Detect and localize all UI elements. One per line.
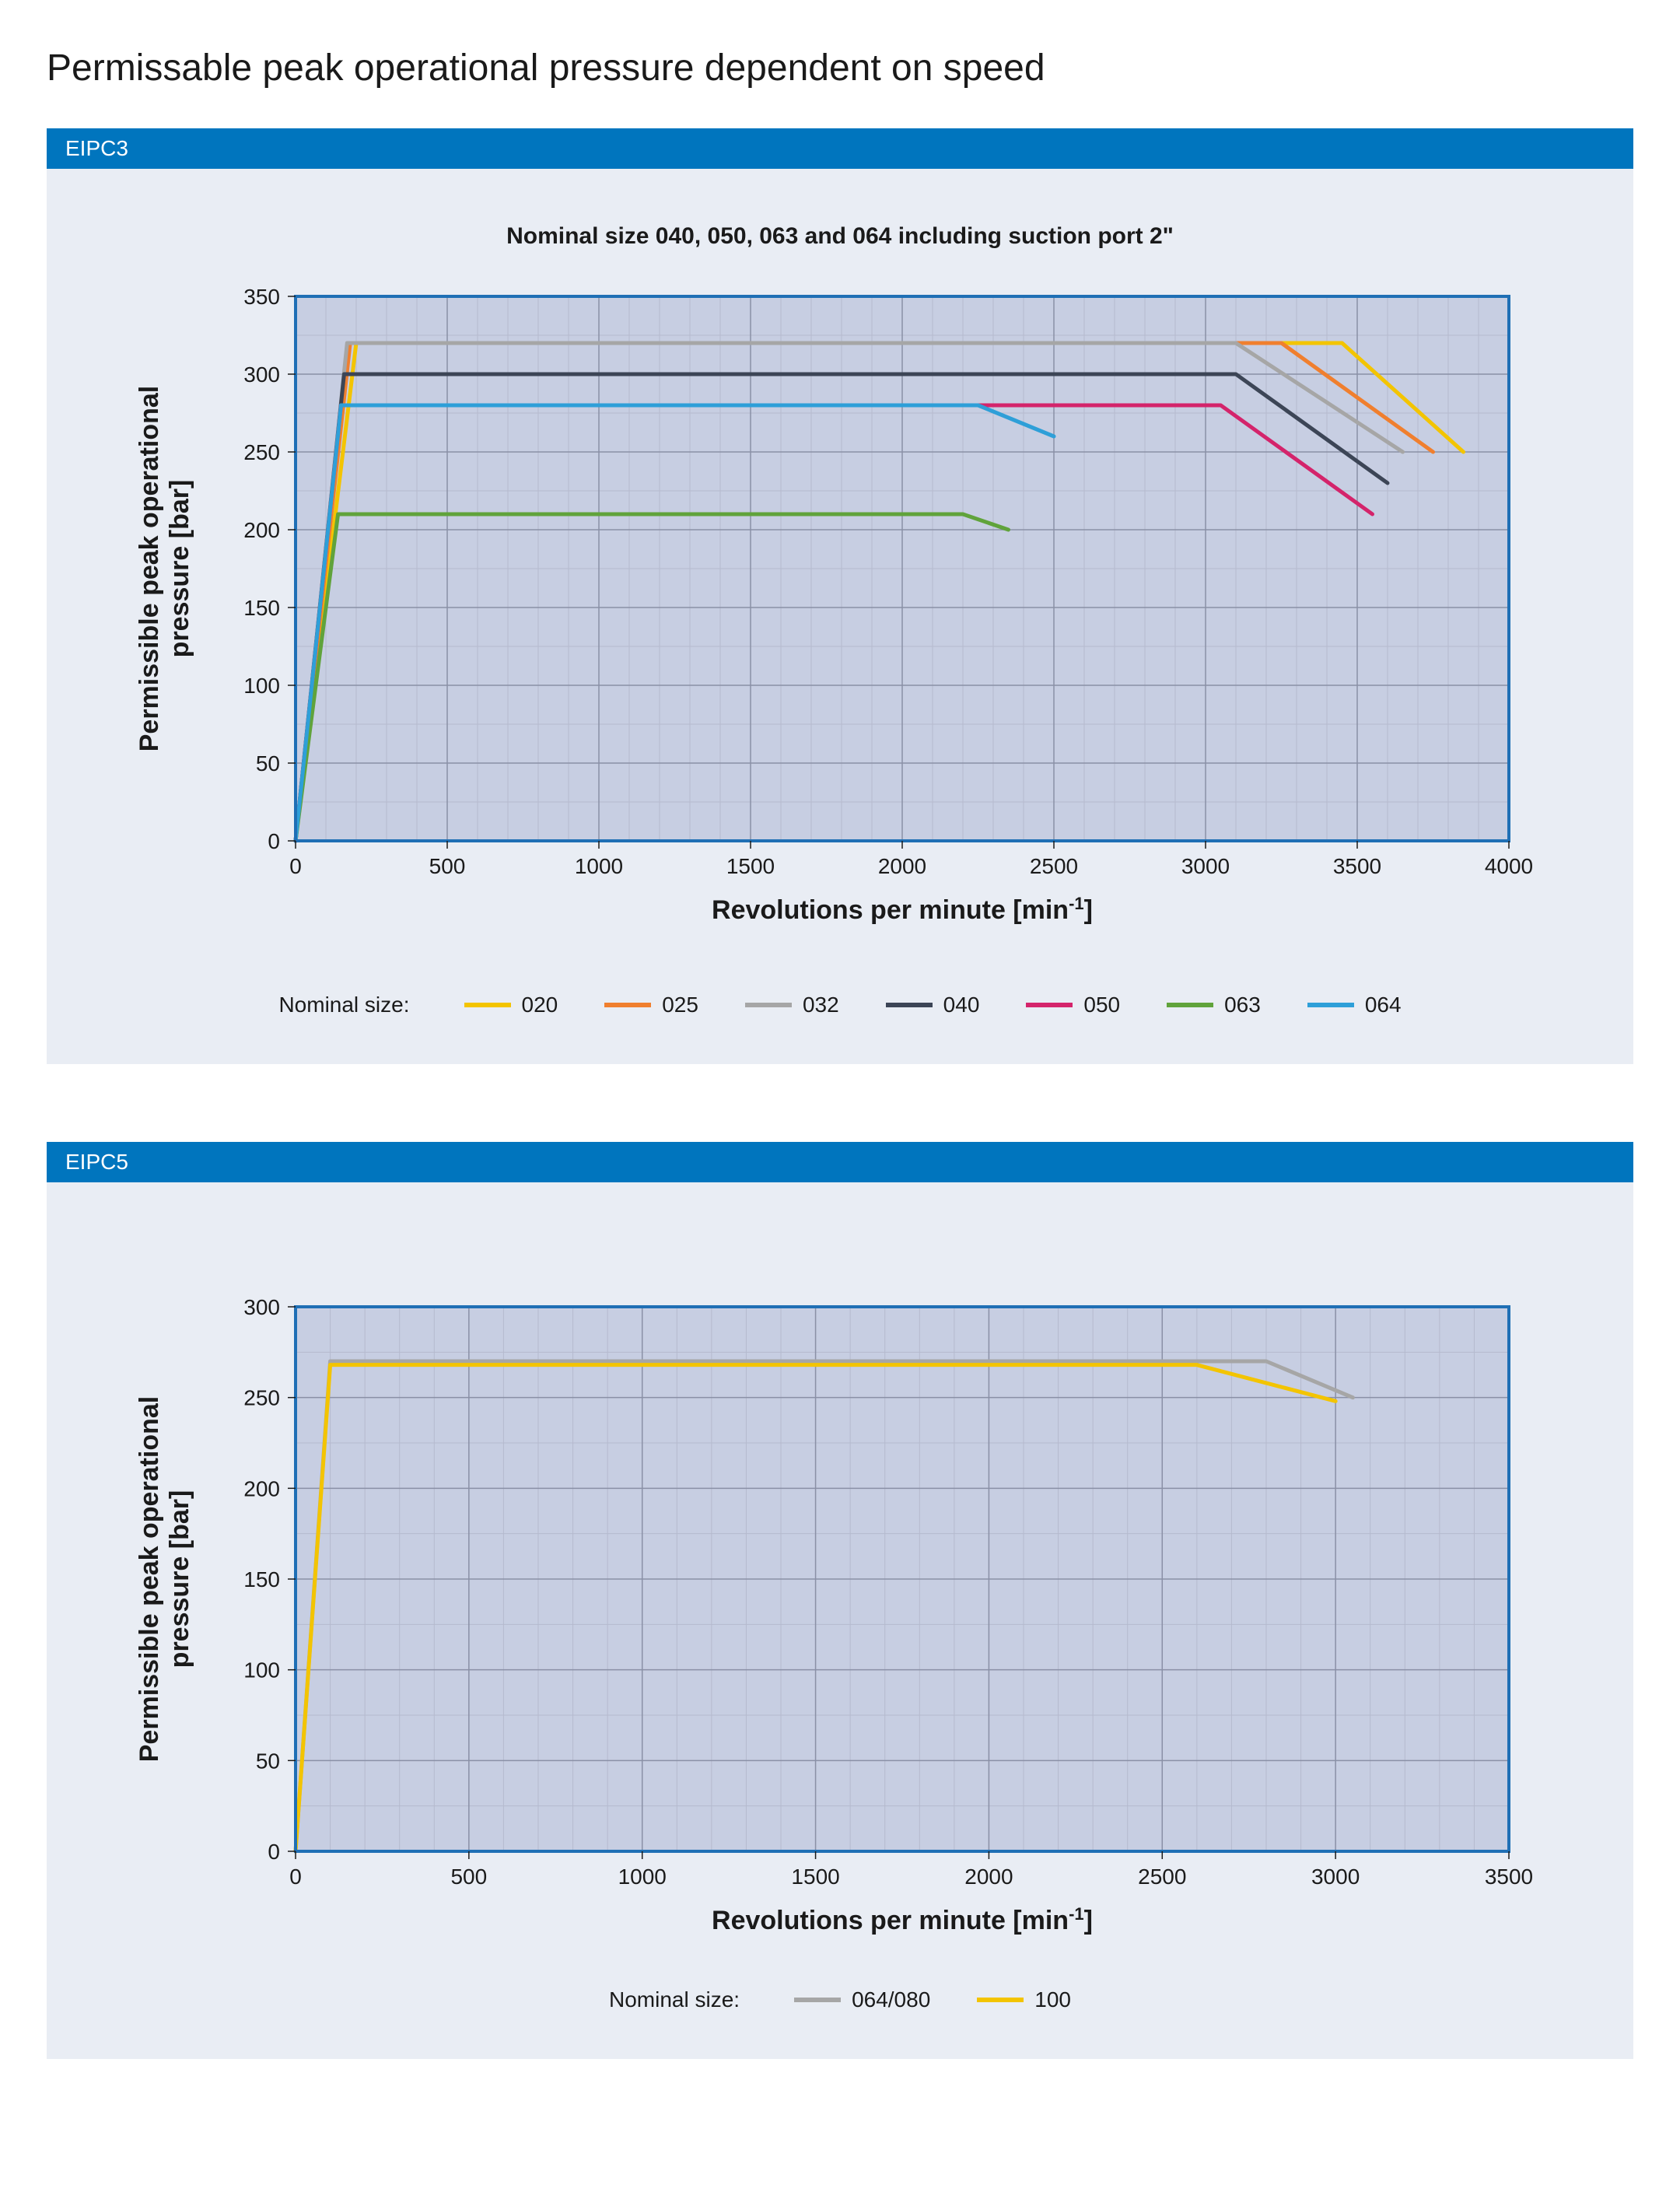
svg-text:250: 250 xyxy=(243,440,280,464)
legend-item-064: 064 xyxy=(1307,993,1402,1017)
legend-label-text: 064 xyxy=(1365,993,1402,1017)
svg-text:1500: 1500 xyxy=(791,1865,839,1889)
svg-text:50: 50 xyxy=(256,1749,280,1773)
legend-label-text: 064/080 xyxy=(852,1987,930,2012)
svg-text:2000: 2000 xyxy=(878,854,926,878)
legend-swatch xyxy=(745,1003,792,1007)
legend-item-040: 040 xyxy=(886,993,980,1017)
svg-text:150: 150 xyxy=(243,596,280,620)
legend-swatch xyxy=(977,1998,1024,2002)
svg-text:3500: 3500 xyxy=(1333,854,1381,878)
svg-text:1000: 1000 xyxy=(575,854,623,878)
svg-text:100: 100 xyxy=(243,1658,280,1683)
svg-text:3000: 3000 xyxy=(1181,854,1230,878)
legend-item-025: 025 xyxy=(604,993,698,1017)
legend-label-text: 032 xyxy=(803,993,839,1017)
svg-text:500: 500 xyxy=(450,1865,487,1889)
legend-label-text: 040 xyxy=(943,993,980,1017)
svg-text:0: 0 xyxy=(289,1865,302,1889)
legend-item-064-080: 064/080 xyxy=(794,1987,930,2012)
legend-item-032: 032 xyxy=(745,993,839,1017)
chart2-svg: 0 500 1000 1500 2000 2500 3000 3500 0 50 100 150 200… xyxy=(93,1260,1556,1960)
legend-swatch xyxy=(1167,1003,1213,1007)
legend-label-text: 063 xyxy=(1224,993,1261,1017)
svg-text:350: 350 xyxy=(243,285,280,309)
svg-text:250: 250 xyxy=(243,1386,280,1410)
panel-eipc3-body: Nominal size 040, 050, 063 and 064 inclu… xyxy=(47,169,1633,1064)
panel-eipc5-header: EIPC5 xyxy=(47,1142,1633,1182)
svg-text:200: 200 xyxy=(243,518,280,542)
svg-text:500: 500 xyxy=(429,854,466,878)
svg-text:100: 100 xyxy=(243,674,280,698)
legend-swatch xyxy=(1307,1003,1354,1007)
panel-eipc5-body: 0 500 1000 1500 2000 2500 3000 3500 0 50 100 150 200… xyxy=(47,1182,1633,2059)
legend-label-text: 100 xyxy=(1034,1987,1071,2012)
svg-text:3000: 3000 xyxy=(1311,1865,1360,1889)
svg-text:300: 300 xyxy=(243,1295,280,1319)
panel-eipc5: EIPC5 0 500 1000 1500 2000 2500 3000 3500 0 50 100… xyxy=(47,1142,1633,2059)
panel-eipc3-header: EIPC3 xyxy=(47,128,1633,169)
chart1-svg: 0 500 1000 1500 2000 2500 3000 3500 4000 0 50 100 15… xyxy=(93,265,1556,965)
legend-swatch xyxy=(794,1998,841,2002)
svg-text:Permissible peak operationalpr: Permissible peak operationalpressure [ba… xyxy=(135,386,194,752)
chart2-wrap: 0 500 1000 1500 2000 2500 3000 3500 0 50 100 150 200… xyxy=(93,1213,1587,1964)
page: Permissable peak operational pressure de… xyxy=(0,0,1680,2199)
legend-swatch xyxy=(1026,1003,1073,1007)
svg-text:50: 50 xyxy=(256,751,280,776)
svg-text:4000: 4000 xyxy=(1485,854,1533,878)
legend-item-020: 020 xyxy=(464,993,558,1017)
legend-item-100: 100 xyxy=(977,1987,1071,2012)
legend-swatch xyxy=(604,1003,651,1007)
svg-text:Permissible peak operationalpr: Permissible peak operationalpressure [ba… xyxy=(135,1396,194,1763)
svg-text:Revolutions per minute [min-1]: Revolutions per minute [min-1] xyxy=(712,894,1093,926)
panel-eipc3: EIPC3 Nominal size 040, 050, 063 and 064… xyxy=(47,128,1633,1064)
legend-item-050: 050 xyxy=(1026,993,1120,1017)
chart2-legend: Nominal size: 064/080 100 xyxy=(93,1987,1587,2012)
legend-title: Nominal size: xyxy=(609,1987,740,2012)
legend-label-text: 050 xyxy=(1083,993,1120,1017)
legend-item-063: 063 xyxy=(1167,993,1261,1017)
svg-text:2500: 2500 xyxy=(1030,854,1078,878)
chart1-legend: Nominal size: 020 025 032 040 050 063 064 xyxy=(93,993,1587,1017)
legend-label-text: 020 xyxy=(522,993,558,1017)
legend-swatch xyxy=(464,1003,511,1007)
svg-text:2000: 2000 xyxy=(964,1865,1013,1889)
svg-text:Revolutions per minute [min-1]: Revolutions per minute [min-1] xyxy=(712,1904,1093,1936)
svg-text:150: 150 xyxy=(243,1567,280,1591)
svg-text:0: 0 xyxy=(268,829,280,853)
page-title: Permissable peak operational pressure de… xyxy=(47,47,1633,89)
svg-text:0: 0 xyxy=(289,854,302,878)
svg-text:0: 0 xyxy=(268,1840,280,1864)
svg-text:3500: 3500 xyxy=(1485,1865,1533,1889)
svg-text:1500: 1500 xyxy=(726,854,775,878)
svg-text:2500: 2500 xyxy=(1138,1865,1186,1889)
svg-text:1000: 1000 xyxy=(618,1865,667,1889)
chart1-title: Nominal size 040, 050, 063 and 064 inclu… xyxy=(93,223,1587,250)
legend-title: Nominal size: xyxy=(278,993,409,1017)
svg-text:200: 200 xyxy=(243,1476,280,1500)
legend-label-text: 025 xyxy=(662,993,698,1017)
chart1-wrap: 0 500 1000 1500 2000 2500 3000 3500 4000 0 50 100 15… xyxy=(93,265,1587,969)
legend-swatch xyxy=(886,1003,933,1007)
svg-text:300: 300 xyxy=(243,362,280,387)
